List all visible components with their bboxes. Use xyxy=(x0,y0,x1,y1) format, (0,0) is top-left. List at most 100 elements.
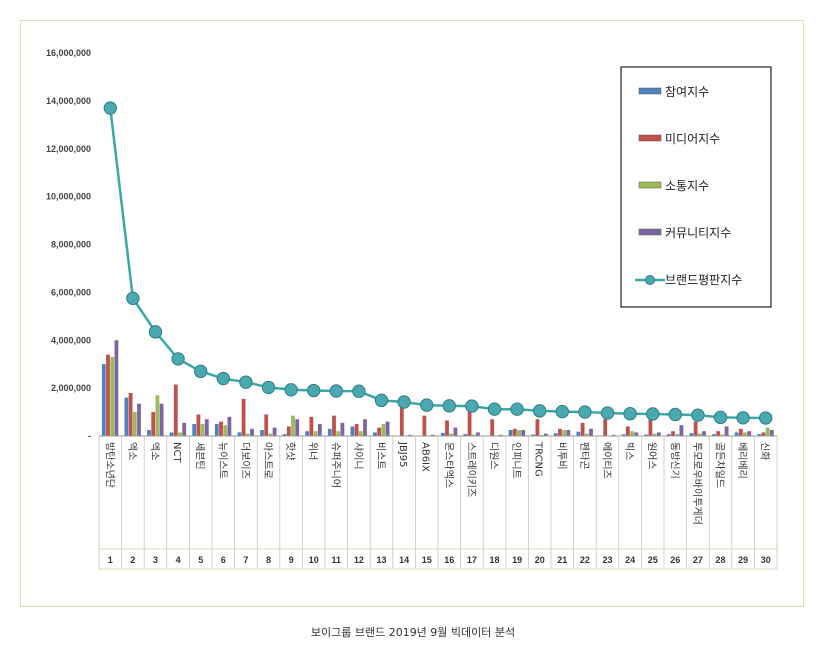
rank-label: 15 xyxy=(422,555,432,565)
brand-index-point xyxy=(397,395,411,409)
bar-2 xyxy=(558,428,562,436)
bar-3 xyxy=(291,415,295,436)
x-tick-label: 더보이즈 xyxy=(239,442,251,479)
rank-label: 10 xyxy=(309,555,319,565)
y-tick-label: - xyxy=(88,431,91,441)
y-tick-label: 16,000,000 xyxy=(46,48,91,58)
bar-3 xyxy=(584,433,589,436)
bar-1 xyxy=(169,432,174,436)
bar-4 xyxy=(521,430,526,436)
bar-2 xyxy=(399,407,404,436)
bar-1 xyxy=(644,434,649,436)
x-tick-label: 스트레이키즈 xyxy=(465,442,477,497)
x-tick-label: 세븐틴 xyxy=(194,442,206,470)
rank-label: 22 xyxy=(580,555,590,565)
bar-2 xyxy=(467,410,472,436)
legend-label: 참여지수 xyxy=(665,85,709,99)
brand-index-point xyxy=(284,383,298,397)
bar-1 xyxy=(305,431,310,436)
y-tick-label: 6,000,000 xyxy=(51,287,91,297)
bar-1 xyxy=(757,434,762,436)
legend-swatch xyxy=(638,87,662,95)
bar-2 xyxy=(693,421,698,436)
bar-2 xyxy=(648,419,653,436)
x-tick-label: 핫샷 xyxy=(284,442,296,460)
bar-2 xyxy=(445,420,449,436)
brand-index-point xyxy=(103,101,118,115)
bar-2 xyxy=(354,424,359,436)
bar-3 xyxy=(630,431,634,436)
rank-label: 5 xyxy=(198,555,203,565)
brand-index-point xyxy=(194,364,208,379)
x-tick-label: 골든차일드 xyxy=(714,442,726,488)
rank-label: 27 xyxy=(693,555,703,565)
brand-index-point xyxy=(533,404,547,418)
bar-2 xyxy=(151,412,156,436)
bar-3 xyxy=(675,434,680,436)
brand-index-point xyxy=(148,325,163,339)
brand-index-point xyxy=(352,384,366,398)
rank-label: 1 xyxy=(108,555,113,565)
y-tick-label: 10,000,000 xyxy=(46,192,91,202)
brand-index-point xyxy=(578,405,592,419)
bar-3 xyxy=(110,357,115,436)
bar-3 xyxy=(245,433,250,436)
chart-frame: 16,000,000 14,000,000 12,000,000 10,000,000… xyxy=(20,20,804,607)
rank-label: 25 xyxy=(648,555,658,565)
x-tick-label: 아스트로 xyxy=(262,442,274,479)
bar-4 xyxy=(363,419,367,436)
rank-label: 9 xyxy=(289,555,294,565)
bar-1 xyxy=(101,364,106,436)
brand-index-point xyxy=(374,393,389,408)
bar-2 xyxy=(625,426,630,436)
x-tick-label: 방탄소년단 xyxy=(103,442,115,488)
bar-2 xyxy=(286,426,291,436)
x-tick-label: 샤이니 xyxy=(352,442,364,470)
bar-3 xyxy=(562,430,567,436)
rank-label: 11 xyxy=(332,555,342,565)
brand-index-point xyxy=(216,371,231,386)
x-tick-label: 위너 xyxy=(307,442,320,460)
rank-label: 18 xyxy=(489,555,499,565)
bar-1 xyxy=(327,428,332,436)
bar-1 xyxy=(350,426,355,436)
bar-4 xyxy=(385,421,390,436)
bar-4 xyxy=(114,340,119,436)
x-tick-label: 동방신기 xyxy=(668,442,680,479)
legend-label: 소통지수 xyxy=(665,179,709,193)
bar-1 xyxy=(282,434,287,436)
x-tick-label: 신화 xyxy=(759,442,771,460)
x-tick-label: 원어스 xyxy=(646,442,658,470)
brand-index-point xyxy=(510,402,524,416)
bar-2 xyxy=(603,419,608,436)
rank-label: 24 xyxy=(625,555,635,565)
y-tick-label: 2,000,000 xyxy=(51,383,91,393)
bar-1 xyxy=(531,434,536,436)
y-tick-label: 4,000,000 xyxy=(51,335,91,345)
brand-index-point xyxy=(171,352,185,366)
bar-2 xyxy=(219,421,223,436)
rank-label: 23 xyxy=(602,555,612,565)
brand-index-point xyxy=(623,407,637,421)
bar-2 xyxy=(196,414,201,436)
bar-2 xyxy=(535,419,540,436)
bar-2 xyxy=(332,415,336,436)
bar-2 xyxy=(264,414,269,436)
bar-1 xyxy=(147,430,151,436)
bar-1 xyxy=(260,430,264,436)
brand-index-point xyxy=(329,384,343,398)
bar-4 xyxy=(250,428,254,436)
bar-3 xyxy=(336,431,341,436)
bar-4 xyxy=(611,434,616,436)
rank-label: 13 xyxy=(376,555,386,565)
bar-3 xyxy=(178,432,182,436)
x-tick-label: 빅스 xyxy=(623,442,635,460)
x-tick-label: JBJ95 xyxy=(397,441,408,467)
rank-label: 6 xyxy=(221,555,226,565)
x-tick-label: 에이티즈 xyxy=(601,442,613,479)
bar-2 xyxy=(490,419,495,436)
x-tick-label: 슈퍼주니어 xyxy=(329,442,341,488)
rank-label: 12 xyxy=(354,555,364,565)
brand-index-point xyxy=(442,399,456,413)
x-tick-label: 엑소 xyxy=(149,442,161,460)
